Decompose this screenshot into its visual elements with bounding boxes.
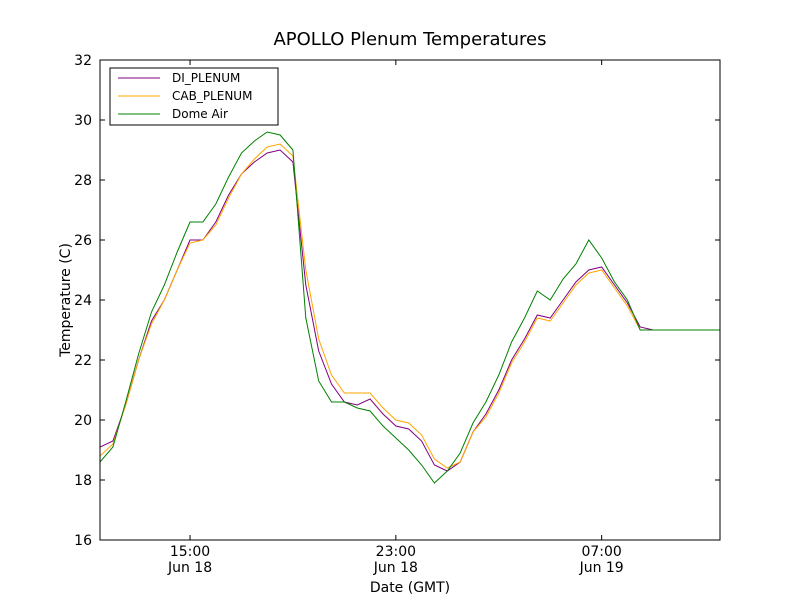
x-tick-time-label: 15:00 [170, 544, 210, 560]
legend: DI_PLENUM CAB_PLENUM Dome Air [109, 67, 279, 126]
legend-label-di-plenum: DI_PLENUM [172, 71, 240, 85]
plot-area [100, 60, 720, 540]
x-tick-date-label: Jun 18 [167, 560, 212, 576]
y-axis-label: Temperature (C) [58, 243, 74, 358]
y-tick-label: 16 [74, 533, 92, 549]
plot-frame [99, 59, 721, 541]
legend-label-dome-air: Dome Air [172, 107, 228, 121]
x-axis-label: Date (GMT) [370, 580, 450, 596]
y-tick-label: 26 [74, 233, 92, 249]
x-tick-date-label: Jun 18 [373, 560, 418, 576]
legend-label-cab-plenum: CAB_PLENUM [172, 89, 252, 103]
y-tick-label: 30 [74, 113, 92, 129]
y-tick-label: 32 [74, 53, 92, 69]
y-tick-label: 18 [74, 473, 92, 489]
y-tick-label: 22 [74, 353, 92, 369]
y-tick-label: 24 [74, 293, 92, 309]
chart-title: APOLLO Plenum Temperatures [273, 29, 546, 50]
series-line-cab-plenum [100, 143, 720, 469]
y-tick-label: 20 [74, 413, 92, 429]
x-tick-date-label: Jun 19 [579, 560, 624, 576]
series-layer [100, 131, 720, 484]
series-line-dome-air [100, 131, 720, 484]
y-tick-label: 28 [74, 173, 92, 189]
x-tick-time-label: 07:00 [581, 544, 621, 560]
x-tick-time-label: 23:00 [376, 544, 416, 560]
